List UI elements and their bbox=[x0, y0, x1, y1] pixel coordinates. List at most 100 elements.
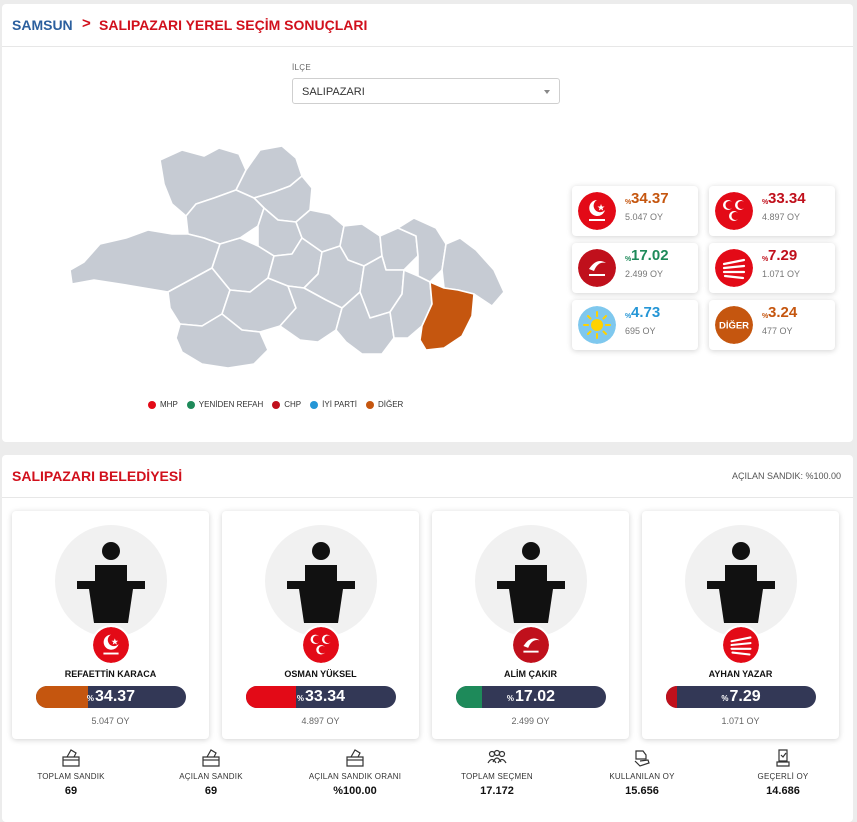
yrp-logo-icon bbox=[578, 249, 616, 287]
stat-label: AÇILAN SANDIK bbox=[179, 772, 243, 781]
yrp-logo-icon bbox=[511, 625, 551, 665]
diger-logo-text: DİĞER bbox=[719, 320, 749, 332]
belediye-card: SALIPAZARI BELEDİYESİ AÇILAN SANDIK: %10… bbox=[2, 455, 853, 822]
legend-item-yeniden-refah: YENİDEN REFAH bbox=[186, 400, 264, 409]
map-legend: MHP YENİDEN REFAH CHP İYİ PARTİ DİĞER bbox=[148, 400, 403, 409]
vote-bar-fill bbox=[456, 686, 482, 708]
page-title: SALIPAZARI YEREL SEÇİM SONUÇLARI bbox=[99, 17, 368, 33]
party-result-card[interactable]: % 4.73 695 OY bbox=[572, 300, 698, 350]
legend-dot bbox=[310, 400, 319, 409]
candidate-votes: 2.499 OY bbox=[511, 716, 550, 726]
percent-sign: % bbox=[296, 694, 305, 703]
legend-item-diger: DİĞER bbox=[365, 400, 404, 409]
party-result-card[interactable]: DİĞER % 3.24 477 OY bbox=[709, 300, 835, 350]
breadcrumb-separator: > bbox=[82, 15, 91, 32]
party-votes: 5.047 OY bbox=[625, 212, 664, 222]
percent-sign: % bbox=[86, 694, 95, 703]
vote-bar-fill bbox=[246, 686, 296, 708]
candidate-silhouette-icon bbox=[707, 542, 775, 623]
party-votes: 4.897 OY bbox=[762, 212, 801, 222]
legend-item-chp: CHP bbox=[272, 400, 301, 409]
stat-value: 15.656 bbox=[625, 785, 659, 797]
party-percentage: 4.73 bbox=[631, 304, 661, 321]
stat-label: AÇILAN SANDIK ORANI bbox=[308, 772, 402, 781]
party-result-card[interactable]: % 34.37 5.047 OY bbox=[572, 186, 698, 236]
map-district[interactable] bbox=[175, 313, 269, 369]
candidate-percentage: 7.29 bbox=[729, 688, 761, 705]
party-votes: 477 OY bbox=[762, 326, 793, 336]
stat-opened-ratio: AÇILAN SANDIK ORANI %100.00 bbox=[290, 748, 420, 797]
stat-used-votes: KULLANILAN OY 15.656 bbox=[577, 748, 707, 797]
candidate-card[interactable]: OSMAN YÜKSEL %33.34 4.897 OY bbox=[222, 511, 419, 739]
candidate-percentage: 34.37 bbox=[95, 688, 136, 705]
valid-vote-icon bbox=[776, 749, 790, 767]
district-select-value: SALIPAZARI bbox=[302, 86, 365, 98]
breadcrumb-province[interactable]: SAMSUN bbox=[12, 17, 73, 33]
legend-item-mhp: MHP bbox=[148, 400, 178, 409]
legend-label: DİĞER bbox=[377, 400, 404, 409]
legend-item-iyi-parti: İYİ PARTİ bbox=[310, 400, 357, 409]
vote-bar-text: %7.29 bbox=[666, 686, 816, 708]
stat-label: TOPLAM SANDIK bbox=[37, 772, 105, 781]
party-votes: 695 OY bbox=[625, 326, 656, 336]
stat-total-boxes: TOPLAM SANDIK 69 bbox=[6, 748, 136, 797]
vote-bar-text: %33.34 bbox=[246, 686, 396, 708]
percent-sign: % bbox=[506, 694, 515, 703]
stat-value: 69 bbox=[204, 785, 218, 797]
map-district[interactable] bbox=[397, 217, 447, 283]
diger-logo-icon: DİĞER bbox=[715, 306, 753, 344]
chevron-down-icon bbox=[544, 90, 550, 94]
candidate-card[interactable]: ALİM ÇAKIR %17.02 2.499 OY bbox=[432, 511, 629, 739]
party-result-card[interactable]: % 33.34 4.897 OY bbox=[709, 186, 835, 236]
vote-bar-text: %17.02 bbox=[456, 686, 606, 708]
candidate-vote-bar: %33.34 bbox=[246, 686, 396, 708]
party-percentage: 7.29 bbox=[768, 247, 798, 264]
stat-value: 17.172 bbox=[480, 785, 514, 797]
candidate-name: REFAETTİN KARACA bbox=[64, 669, 157, 679]
opened-boxes-label: AÇILAN SANDIK: %100.00 bbox=[731, 471, 841, 481]
candidate-silhouette-icon bbox=[287, 542, 355, 623]
district-map bbox=[69, 145, 505, 369]
stat-label: KULLANILAN OY bbox=[609, 772, 675, 781]
district-select-label: İLÇE bbox=[292, 63, 311, 72]
candidate-card[interactable]: REFAETTİN KARACA %34.37 5.047 OY bbox=[12, 511, 209, 739]
percent-sign: % bbox=[625, 256, 632, 263]
percent-sign: % bbox=[625, 199, 632, 206]
percent-sign: % bbox=[762, 313, 769, 320]
ballot-box-icon bbox=[202, 749, 220, 767]
party-result-card[interactable]: % 17.02 2.499 OY bbox=[572, 243, 698, 293]
map-district[interactable] bbox=[279, 285, 343, 343]
map-district[interactable] bbox=[335, 291, 395, 355]
party-percentage: 34.37 bbox=[631, 190, 669, 207]
candidate-name: AYHAN YAZAR bbox=[708, 669, 773, 679]
legend-label: MHP bbox=[160, 400, 178, 409]
candidate-votes: 1.071 OY bbox=[721, 716, 760, 726]
vote-bar-text: %34.37 bbox=[36, 686, 186, 708]
map-district[interactable] bbox=[389, 269, 433, 339]
stat-label: TOPLAM SEÇMEN bbox=[461, 772, 533, 781]
bbp-logo-icon bbox=[91, 625, 131, 665]
candidate-vote-bar: %34.37 bbox=[36, 686, 186, 708]
candidate-votes: 4.897 OY bbox=[301, 716, 340, 726]
candidate-avatar bbox=[685, 525, 797, 637]
legend-dot bbox=[186, 400, 195, 409]
party-percentage: 3.24 bbox=[768, 304, 798, 321]
candidate-card[interactable]: AYHAN YAZAR %7.29 1.071 OY bbox=[642, 511, 839, 739]
stat-value: 14.686 bbox=[766, 785, 800, 797]
party-percentage: 17.02 bbox=[631, 247, 669, 264]
percent-sign: % bbox=[762, 199, 769, 206]
party-votes: 1.071 OY bbox=[762, 269, 801, 279]
map-district-salipazari[interactable] bbox=[419, 281, 475, 351]
stat-value: 69 bbox=[64, 785, 78, 797]
legend-label: İYİ PARTİ bbox=[322, 400, 357, 409]
percent-sign: % bbox=[721, 694, 729, 703]
vote-bar-fill bbox=[666, 686, 677, 708]
legend-dot bbox=[365, 400, 374, 409]
candidate-votes: 5.047 OY bbox=[91, 716, 130, 726]
party-percentage: 33.34 bbox=[768, 190, 806, 207]
district-select[interactable]: SALIPAZARI bbox=[292, 78, 560, 104]
stat-opened-boxes: AÇILAN SANDIK 69 bbox=[146, 748, 276, 797]
page-header: SAMSUN > SALIPAZARI YEREL SEÇİM SONUÇLAR… bbox=[2, 4, 853, 47]
legend-label: YENİDEN REFAH bbox=[198, 400, 264, 409]
party-result-card[interactable]: % 7.29 1.071 OY bbox=[709, 243, 835, 293]
